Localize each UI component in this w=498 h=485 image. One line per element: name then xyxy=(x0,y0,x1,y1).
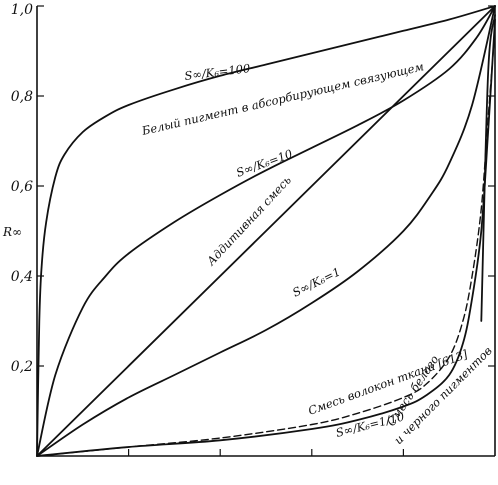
y-tick-label-4: 1,0 xyxy=(11,2,33,18)
y-tick-label-1: 0,4 xyxy=(11,269,33,285)
y-axis-label: R∞ xyxy=(2,225,22,239)
curves xyxy=(36,5,496,457)
series-line-s1 xyxy=(36,5,496,457)
annotation-a2: Белый пигмент в абсорбирующем связующем xyxy=(140,59,426,138)
series-line-s01 xyxy=(36,18,496,457)
series-line-s10 xyxy=(36,5,496,457)
y-tick-label-3: 0,8 xyxy=(11,89,33,105)
series-line-s100 xyxy=(36,5,496,457)
series-line-additive xyxy=(36,5,496,457)
y-tick-label-2: 0,6 xyxy=(11,179,33,195)
annotation-a4: Аддитивная смесь xyxy=(203,173,294,269)
series-line-spike xyxy=(480,14,496,322)
y-tick-label-0: 0,2 xyxy=(11,359,33,375)
annotation-a1: S∞/K₆=100 xyxy=(184,61,251,83)
y-tick-labels: 0,2 0,4 0,6 0,8 1,0 xyxy=(11,2,33,375)
axes xyxy=(36,6,496,457)
series-line-fiber xyxy=(36,27,496,457)
annotation-a5: S∞/K₆=1 xyxy=(290,265,342,300)
